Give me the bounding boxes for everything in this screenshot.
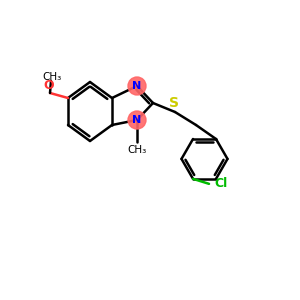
Text: CH₃: CH₃ xyxy=(128,145,147,155)
Text: N: N xyxy=(132,115,142,125)
Circle shape xyxy=(128,111,146,129)
Text: O: O xyxy=(44,79,54,92)
Text: S: S xyxy=(169,96,179,110)
Text: N: N xyxy=(132,81,142,91)
Circle shape xyxy=(128,77,146,95)
Text: Cl: Cl xyxy=(214,177,228,190)
Text: CH₃: CH₃ xyxy=(42,72,62,82)
